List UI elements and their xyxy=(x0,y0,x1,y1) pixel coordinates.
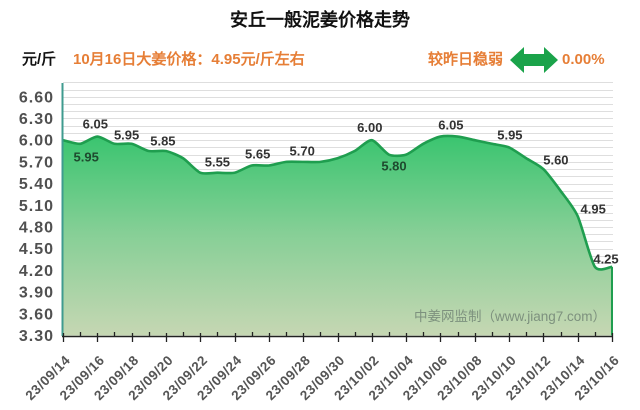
y-axis-labels: 6.60 6.30 6.00 5.70 5.40 5.10 4.80 4.50 4.20 3.90… xyxy=(19,89,54,345)
y-tick-label: 6.30 xyxy=(19,111,54,128)
chart-title: 安丘一般泥姜价格走势 xyxy=(230,10,410,30)
data-label: 5.65 xyxy=(245,147,270,162)
data-label: 5.55 xyxy=(205,154,230,169)
data-label: 5.80 xyxy=(381,159,406,174)
unit-label: 元/斤 xyxy=(22,51,57,68)
y-tick-label: 6.60 xyxy=(19,89,54,106)
price-area-fill xyxy=(63,136,612,336)
watermark: 中姜网监制（www.jiang7.com） xyxy=(414,309,607,324)
data-label: 5.85 xyxy=(150,134,175,149)
data-label: 5.95 xyxy=(497,127,522,142)
data-label: 4.95 xyxy=(581,202,606,217)
y-tick-label: 3.30 xyxy=(19,328,54,345)
x-axis-labels: 23/09/1423/09/1623/09/1823/09/2023/09/22… xyxy=(23,353,623,404)
data-label: 6.05 xyxy=(83,117,108,132)
data-label: 5.95 xyxy=(74,149,99,164)
change-label: 较昨日稳弱 xyxy=(428,51,504,68)
data-labels: 6.05 5.95 5.95 5.85 5.55 5.65 5.70 6.00 5.80 6.05… xyxy=(74,117,619,267)
data-label: 5.70 xyxy=(290,144,315,159)
y-tick-label: 4.20 xyxy=(19,263,54,280)
y-tick-label: 3.90 xyxy=(19,285,54,302)
price-note: 10月16日大姜价格：4.95元/斤左右 xyxy=(73,51,305,68)
data-label: 6.00 xyxy=(357,120,382,135)
double-arrow-icon xyxy=(510,47,558,73)
change-value: 0.00% xyxy=(562,51,605,68)
data-label: 5.60 xyxy=(543,153,568,168)
y-tick-label: 5.10 xyxy=(19,198,54,215)
price-line xyxy=(62,134,613,271)
y-tick-label: 4.80 xyxy=(19,220,54,237)
y-tick-label: 5.40 xyxy=(19,176,54,193)
data-label: 5.95 xyxy=(114,127,139,142)
data-label: 6.05 xyxy=(438,118,463,133)
data-label: 4.25 xyxy=(593,251,618,266)
y-tick-label: 4.50 xyxy=(19,241,54,258)
y-tick-label: 3.60 xyxy=(19,306,54,323)
y-tick-label: 5.70 xyxy=(19,154,54,171)
y-tick-label: 6.00 xyxy=(19,133,54,150)
x-axis-ticks xyxy=(62,332,614,342)
